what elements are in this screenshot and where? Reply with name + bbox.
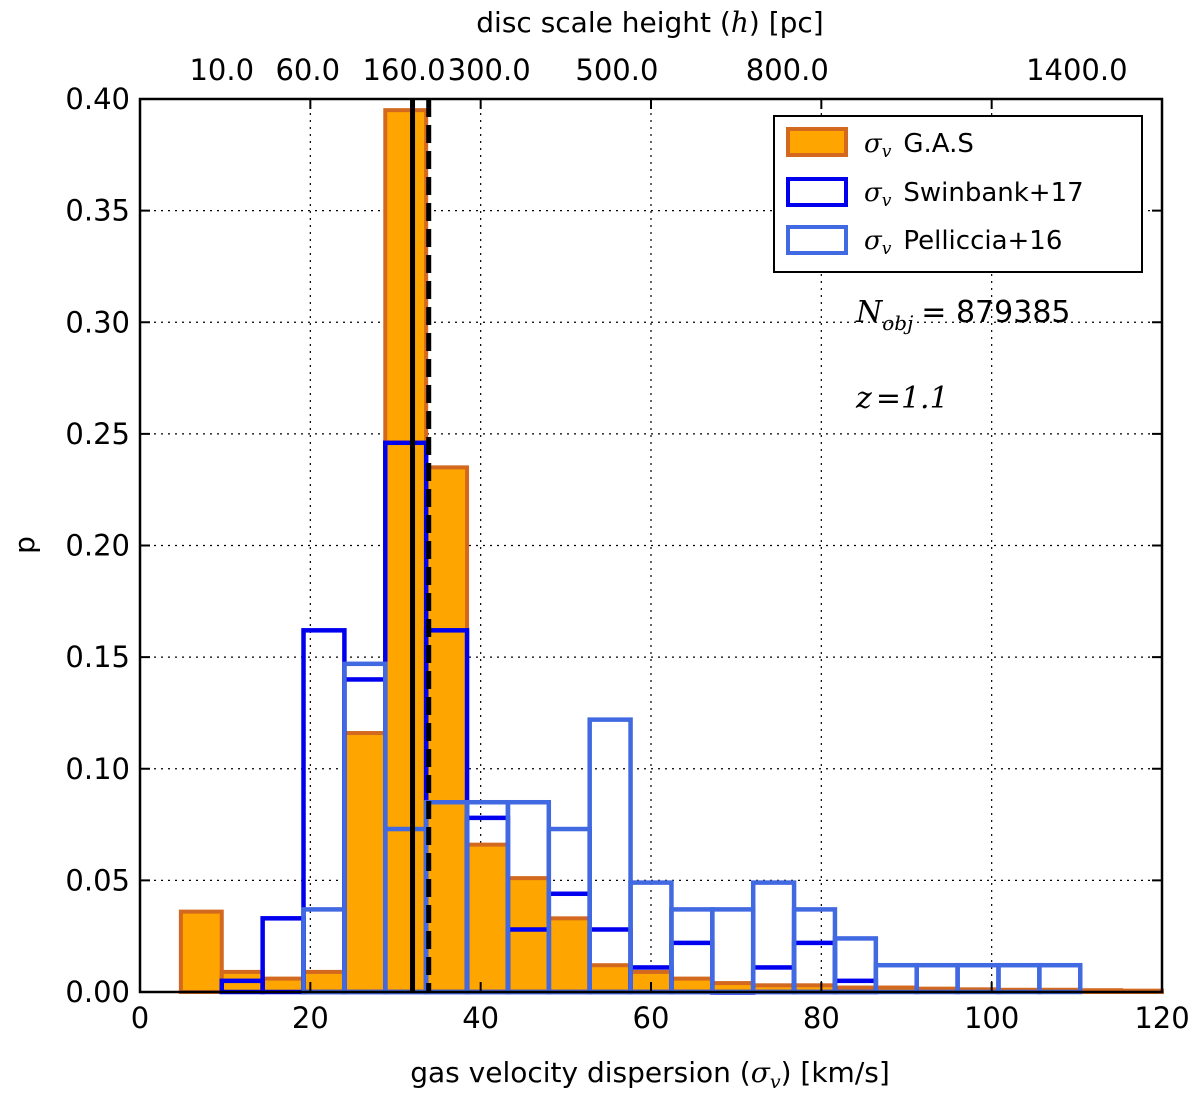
y-tick-label: 0.00 — [65, 975, 130, 1009]
x-tick-label: 0 — [131, 1001, 149, 1035]
x-ticks: 0 20 40 60 80 100 120 — [131, 99, 1190, 1035]
x-tick-label: 80 — [803, 1001, 840, 1035]
gas-bar — [342, 731, 388, 995]
x-tick-label: 100 — [964, 1001, 1019, 1035]
x-tick-label: 120 — [1134, 1001, 1189, 1035]
y-axis-label: p — [8, 536, 41, 554]
y-tick-label: 0.15 — [65, 640, 130, 674]
top-tick-label: 1400.0 — [1026, 53, 1127, 87]
top-x-axis-label: disc scale height (h) [pc] — [476, 6, 823, 39]
x-tick-label: 40 — [462, 1001, 499, 1035]
x-axis-label: gas velocity dispersion (σv) [km/s] — [410, 1056, 890, 1093]
top-tick-label: 10.0 — [189, 53, 254, 87]
top-x-ticks: 10.0 60.0 160.0 300.0 500.0 800.0 1400.0 — [189, 53, 1127, 87]
gas-bar — [465, 842, 510, 995]
annotation-redshift: z =1.1 — [855, 381, 949, 416]
median-lines — [410, 99, 432, 992]
gas-bar — [424, 465, 470, 994]
top-tick-label: 160.0 — [363, 53, 446, 87]
top-tick-label: 800.0 — [746, 53, 829, 87]
legend: σv G.A.S σv Swinbank+17 σv Pelliccia+16 — [773, 115, 1143, 273]
top-tick-label: 60.0 — [275, 53, 340, 87]
gas-bars — [178, 108, 1164, 995]
legend-label-gas: σv G.A.S — [864, 129, 974, 162]
gas-bar — [546, 916, 592, 995]
y-tick-label: 0.30 — [65, 305, 130, 339]
y-tick-label: 0.25 — [65, 417, 130, 451]
x-tick-label: 20 — [292, 1001, 329, 1035]
y-tick-label: 0.05 — [65, 863, 130, 897]
legend-label-pelliccia: σv Pelliccia+16 — [864, 226, 1062, 259]
legend-swatch-gas — [786, 127, 848, 157]
y-tick-label: 0.40 — [65, 82, 130, 116]
legend-swatch-pelliccia — [786, 225, 848, 255]
top-tick-label: 500.0 — [575, 53, 658, 87]
top-tick-label: 300.0 — [448, 53, 531, 87]
annotation-nobj: Nobj = 879385 — [855, 295, 1071, 335]
x-tick-label: 60 — [633, 1001, 670, 1035]
gas-bar — [178, 909, 224, 995]
gas-bar — [587, 963, 633, 995]
y-tick-label: 0.20 — [65, 529, 130, 563]
y-tick-label: 0.35 — [65, 194, 130, 228]
gas-bar — [505, 876, 551, 995]
gas-bar — [383, 108, 429, 995]
y-tick-label: 0.10 — [65, 752, 130, 786]
legend-swatch-swinbank — [786, 177, 848, 207]
legend-label-swinbank: σv Swinbank+17 — [864, 178, 1084, 211]
y-ticks: 0.00 0.05 0.10 0.15 0.20 0.25 0.30 0.35 0.40 — [65, 82, 1162, 1009]
